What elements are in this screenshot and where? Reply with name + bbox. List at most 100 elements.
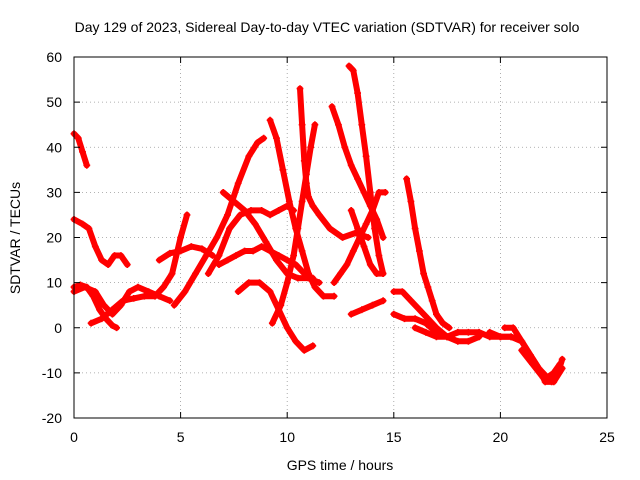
data-point <box>454 337 462 345</box>
series-line <box>156 243 216 264</box>
series-arc26 <box>518 346 566 386</box>
axis-ticks: 0 5 10 15 20 25 -20 -10 0 10 20 30 40 50 60 <box>42 49 615 445</box>
data-point <box>328 103 336 110</box>
series-line <box>205 202 297 277</box>
data-point <box>375 252 383 259</box>
data-point <box>226 225 233 232</box>
data-point <box>181 288 189 295</box>
data-point <box>347 207 355 214</box>
data-point <box>117 301 125 309</box>
data-point <box>245 152 253 160</box>
data-point <box>168 270 176 277</box>
data-point <box>422 319 430 327</box>
data-point <box>354 225 361 232</box>
data-point <box>117 252 125 259</box>
data-point <box>294 225 302 232</box>
data-point <box>113 324 120 332</box>
series-line <box>348 297 387 318</box>
data-point <box>232 252 240 259</box>
data-point <box>518 337 526 345</box>
data-point <box>298 198 306 205</box>
data-point <box>166 297 174 305</box>
data-point <box>315 211 323 219</box>
data-point <box>109 322 116 329</box>
data-point <box>258 207 265 214</box>
data-point <box>337 270 344 277</box>
series-arc6 <box>155 243 216 264</box>
data-point <box>343 261 351 268</box>
data-point <box>111 252 118 259</box>
data-point <box>497 333 504 341</box>
data-point <box>283 324 291 332</box>
data-point <box>311 121 319 129</box>
data-point <box>215 261 223 268</box>
data-point <box>539 374 547 381</box>
data-point <box>126 288 133 295</box>
data-point <box>439 319 447 327</box>
x-tick-label: 10 <box>279 429 295 445</box>
data-point <box>315 279 323 286</box>
data-point <box>273 134 280 142</box>
data-point <box>320 292 327 300</box>
data-point <box>256 279 263 286</box>
data-point <box>254 139 261 147</box>
data-point <box>428 297 436 305</box>
data-point <box>379 270 387 277</box>
series-arc4 <box>87 211 191 327</box>
data-point <box>91 243 99 250</box>
data-point <box>236 211 244 219</box>
data-point <box>550 378 558 386</box>
data-point <box>349 67 357 74</box>
data-point <box>155 292 163 300</box>
y-tick-label: 10 <box>46 275 62 291</box>
data-point <box>100 301 108 309</box>
data-point <box>219 189 227 196</box>
data-point <box>275 207 283 214</box>
series-line <box>171 135 267 309</box>
data-point <box>183 211 191 219</box>
data-point <box>366 261 374 268</box>
data-point <box>155 256 163 264</box>
data-point <box>358 306 366 314</box>
data-point <box>465 328 472 336</box>
data-point <box>290 252 297 259</box>
data-point <box>145 288 152 295</box>
y-tick-label: -20 <box>42 410 62 426</box>
data-point <box>85 225 93 232</box>
data-point <box>433 310 440 318</box>
data-point <box>160 283 167 291</box>
data-point <box>339 234 346 241</box>
data-point <box>141 292 148 300</box>
data-point <box>309 202 317 210</box>
series-arc22 <box>390 310 483 345</box>
data-point <box>241 247 248 255</box>
data-point <box>123 261 131 268</box>
data-point <box>292 337 300 345</box>
data-point <box>354 89 361 97</box>
data-point <box>529 360 536 368</box>
series-line <box>220 189 323 286</box>
data-point <box>330 279 338 286</box>
data-point <box>224 211 231 219</box>
data-point <box>309 342 317 350</box>
x-tick-label: 5 <box>177 429 185 445</box>
data-point <box>358 121 366 129</box>
data-point <box>518 346 526 354</box>
data-point <box>362 152 370 160</box>
data-point <box>247 207 255 214</box>
data-point <box>79 148 86 156</box>
data-point <box>398 288 406 295</box>
data-point <box>285 198 293 205</box>
data-point <box>411 324 419 332</box>
data-point <box>268 319 276 327</box>
data-point <box>298 247 306 255</box>
data-point <box>273 256 280 264</box>
data-point <box>416 306 423 314</box>
data-point <box>87 319 95 327</box>
data-point <box>224 256 231 264</box>
data-point <box>305 270 312 277</box>
data-point <box>507 333 515 341</box>
data-point <box>347 161 355 169</box>
data-point <box>403 175 410 183</box>
data-point <box>234 288 242 295</box>
